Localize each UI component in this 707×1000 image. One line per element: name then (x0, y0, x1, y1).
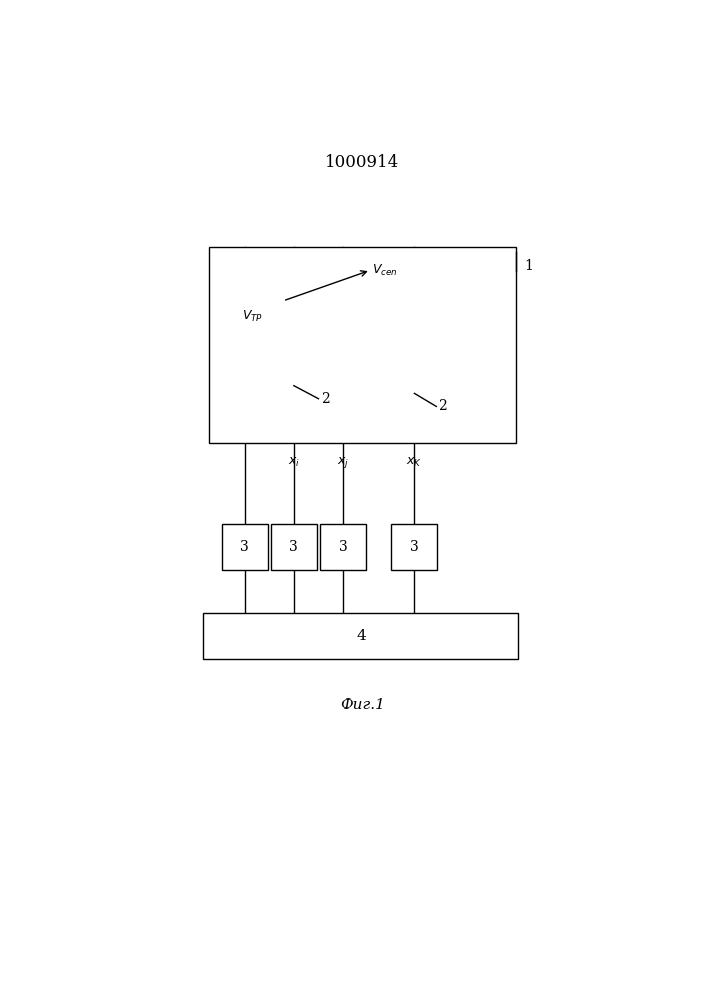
Bar (209, 247, 516, 443)
Text: 3: 3 (339, 540, 348, 554)
Text: Фиг.1: Фиг.1 (340, 698, 385, 712)
Text: 1000914: 1000914 (325, 154, 399, 171)
Text: $V_{cen}$: $V_{cen}$ (372, 262, 398, 278)
Bar (320, 524, 366, 570)
Text: 2: 2 (438, 399, 447, 413)
Text: 1: 1 (524, 259, 533, 273)
Text: $x_j$: $x_j$ (337, 455, 349, 470)
Text: $x_K$: $x_K$ (407, 456, 422, 469)
Text: 4: 4 (356, 629, 366, 643)
Text: 2: 2 (321, 392, 329, 406)
Text: $V_{TP}$: $V_{TP}$ (242, 309, 263, 324)
Bar (204, 613, 518, 659)
Bar (271, 524, 317, 570)
Bar (392, 524, 438, 570)
Bar (221, 524, 267, 570)
Text: 3: 3 (240, 540, 249, 554)
Text: 3: 3 (410, 540, 419, 554)
Text: $x_i$: $x_i$ (288, 456, 300, 469)
Text: 3: 3 (289, 540, 298, 554)
